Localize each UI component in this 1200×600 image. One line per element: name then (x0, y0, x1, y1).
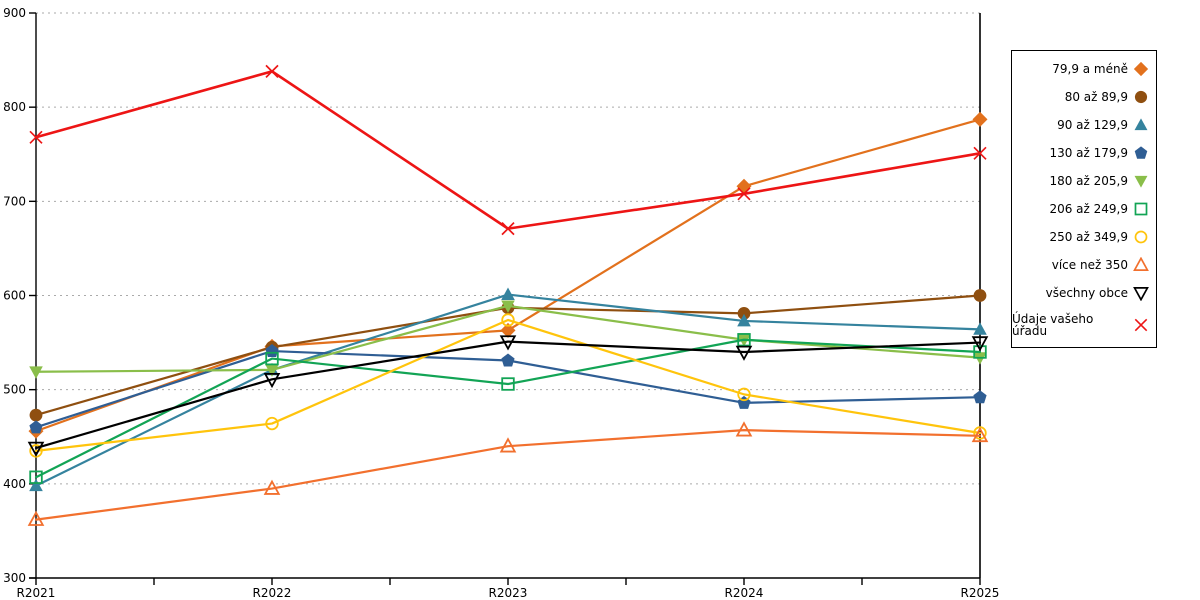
data-point-marker (501, 353, 515, 367)
data-point-marker (263, 373, 281, 389)
series-line-5 (34, 338, 982, 479)
legend-label: Údaje vašeho úřadu (1012, 312, 1094, 338)
data-point-marker (27, 510, 45, 526)
data-point-marker (735, 345, 753, 361)
legend-label: všechny obce (1045, 286, 1128, 300)
data-point-marker (499, 335, 517, 351)
x-tick-label: R2025 (961, 586, 1000, 600)
x-tick-label: R2024 (725, 586, 764, 600)
data-point-marker (971, 426, 989, 443)
legend-label: 90 až 129,9 (1057, 118, 1128, 132)
data-point-marker (736, 178, 752, 194)
data-point-marker (29, 408, 43, 422)
legend-label: 130 až 179,9 (1049, 146, 1128, 160)
y-tick-label: 700 (3, 194, 26, 208)
triangle-up-icon (1134, 118, 1148, 131)
legend-item: 90 až 129,9 (1012, 117, 1156, 133)
data-point-marker (737, 333, 751, 347)
legend-item: 79,9 a méně (1012, 61, 1156, 77)
y-tick-label: 600 (3, 289, 26, 303)
data-point-marker (973, 289, 987, 302)
series-line-9 (34, 70, 982, 230)
diamond-icon (1133, 61, 1149, 77)
legend-box: 79,9 a méně 80 až 89,9 90 až 129,9 130 až 1… (1011, 50, 1157, 348)
legend-item: 130 až 179,9 (1012, 145, 1156, 161)
data-point-marker (501, 287, 515, 300)
legend-item: Údaje vašeho úřadu (1012, 313, 1156, 337)
data-point-marker (27, 441, 45, 457)
series-line-7 (34, 429, 982, 521)
y-tick-label: 800 (3, 100, 26, 114)
data-point-marker (499, 437, 517, 453)
data-point-marker (973, 345, 987, 359)
circle-open-icon (1134, 230, 1148, 244)
data-point-marker (735, 421, 753, 437)
legend-label: 80 až 89,9 (1064, 90, 1128, 104)
triangle-down-open-icon (1133, 287, 1149, 301)
legend-label: 79,9 a méně (1052, 62, 1128, 76)
series-line-6 (34, 318, 982, 452)
legend-label: 206 až 249,9 (1049, 202, 1128, 216)
data-point-marker (265, 351, 279, 366)
data-point-marker (737, 387, 751, 402)
data-point-marker (265, 364, 279, 377)
x-cross-icon (1134, 318, 1148, 332)
data-point-marker (29, 130, 43, 144)
triangle-down-icon (1134, 175, 1148, 188)
data-point-marker (737, 306, 751, 320)
data-point-marker (265, 64, 279, 78)
data-point-marker (500, 322, 516, 338)
data-point-marker (737, 313, 751, 327)
data-point-marker (29, 478, 43, 492)
data-point-marker (973, 146, 987, 160)
data-point-marker (501, 300, 515, 313)
data-point-marker (501, 313, 515, 327)
legend-item: 80 až 89,9 (1012, 89, 1156, 105)
data-point-marker (972, 111, 988, 127)
data-point-marker (29, 470, 43, 484)
y-tick-label: 300 (3, 571, 26, 585)
legend-item: všechny obce (1012, 285, 1156, 301)
data-point-marker (971, 336, 989, 352)
data-point-marker (501, 222, 515, 236)
y-tick-label: 900 (3, 6, 26, 20)
data-point-marker (263, 479, 281, 495)
data-point-marker (29, 420, 43, 434)
data-point-marker (973, 322, 987, 335)
series-line-8 (34, 340, 982, 450)
data-point-marker (973, 390, 987, 404)
x-tick-label: R2022 (253, 586, 292, 600)
x-tick-label: R2023 (489, 586, 528, 600)
legend-label: 250 až 349,9 (1049, 230, 1128, 244)
legend-item: 206 až 249,9 (1012, 201, 1156, 217)
legend-label: 180 až 205,9 (1049, 174, 1128, 188)
data-point-marker (265, 344, 279, 358)
legend-item: 250 až 349,9 (1012, 229, 1156, 245)
legend-label: více než 350 (1051, 258, 1128, 272)
legend-item: 180 až 205,9 (1012, 173, 1156, 189)
data-point-marker (501, 377, 515, 391)
data-point-marker (265, 416, 279, 431)
data-point-marker (29, 366, 43, 379)
y-tick-label: 400 (3, 477, 26, 491)
data-point-marker (737, 187, 751, 201)
circle-icon (1134, 90, 1148, 104)
y-tick-label: 500 (3, 383, 26, 397)
square-open-icon (1134, 202, 1148, 216)
pentagon-icon (1134, 146, 1148, 159)
triangle-up-open-icon (1133, 257, 1149, 271)
x-tick-label: R2021 (17, 586, 56, 600)
legend-item: více než 350 (1012, 257, 1156, 273)
